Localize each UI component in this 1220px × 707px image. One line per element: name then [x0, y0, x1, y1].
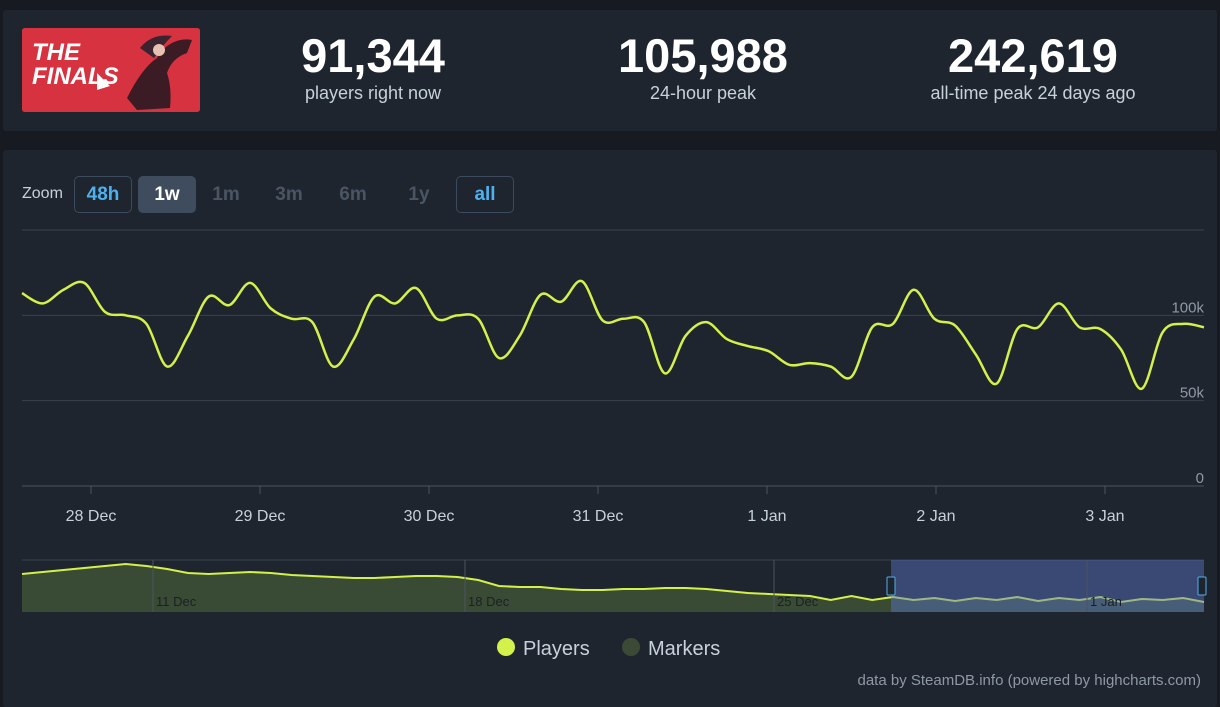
navigator-handle-left[interactable] [886, 576, 896, 596]
series-layer[interactable] [21, 279, 1205, 390]
navigator-label: 18 Dec [468, 594, 510, 609]
y-tick-label: 0 [1196, 470, 1204, 487]
stat-label: all-time peak 24 days ago [930, 83, 1136, 103]
stat-label: 24-hour peak [649, 83, 757, 103]
legend-label-markers[interactable]: Markers [648, 638, 720, 660]
zoom-button-1w[interactable]: 1w [138, 176, 196, 213]
x-tick-label: 2 Jan [916, 508, 955, 525]
x-tick-label: 30 Dec [404, 508, 455, 525]
zoom-button-1m[interactable]: 1m [212, 183, 240, 205]
stat-current-players: 91,344 players right now [228, 28, 518, 104]
x-tick-label: 31 Dec [573, 508, 624, 525]
legend[interactable]: Players Markers [497, 638, 720, 660]
logo-art: THE FINALS [22, 28, 200, 112]
navigator-line [21, 562, 1205, 604]
navigator-selection[interactable] [891, 560, 1204, 612]
zoom-button-48h[interactable]: 48h [74, 176, 132, 213]
navigator-label: 25 Dec [777, 594, 819, 609]
legend-label-players[interactable]: Players [523, 638, 590, 660]
x-tick-label: 29 Dec [235, 508, 286, 525]
legend-swatch-players[interactable] [497, 638, 515, 656]
stats-header: THE FINALS 91,344 players right now 105,… [3, 10, 1217, 131]
stat-value: 91,344 [301, 29, 445, 82]
navigator-label: 11 Dec [156, 594, 197, 609]
grid-lines [22, 229, 1204, 487]
zoom-button-6m[interactable]: 6m [339, 183, 367, 205]
x-axis-ticks: 28 Dec 29 Dec 30 Dec 31 Dec 1 Jan 2 Jan 3 Jan [66, 486, 1125, 525]
logo-text-line1: THE [32, 39, 81, 66]
zoom-label: Zoom [22, 185, 63, 202]
stat-all-time-peak: 242,619 all-time peak 24 days ago [883, 28, 1183, 104]
legend-swatch-markers[interactable] [622, 638, 640, 656]
logo-text-line2: FINALS [32, 63, 119, 90]
navigator[interactable]: 11 Dec 18 Dec 25 Dec 1 Jan [21, 559, 1207, 612]
players-series-line[interactable] [21, 279, 1205, 390]
x-tick-label: 28 Dec [66, 508, 117, 525]
chart-panel: Zoom 48h 1w 1m 3m 6m 1y all 0 50k 100k 28 Dec 29 … [3, 150, 1217, 707]
stat-value: 242,619 [948, 29, 1118, 82]
x-tick-label: 1 Jan [747, 508, 786, 525]
navigator-label: 1 Jan [1090, 594, 1122, 609]
stat-value: 105,988 [618, 29, 788, 82]
y-tick-label: 100k [1171, 299, 1204, 316]
game-logo[interactable]: THE FINALS [22, 28, 200, 112]
stat-label: players right now [304, 83, 442, 103]
zoom-button-3m[interactable]: 3m [275, 183, 303, 205]
player-chart: 0 50k 100k 28 Dec 29 Dec 30 Dec 31 Dec 1 Jan 2 … [21, 229, 1207, 660]
y-tick-label: 50k [1180, 385, 1205, 402]
stat-24h-peak: 105,988 24-hour peak [558, 28, 848, 104]
zoom-button-all[interactable]: all [456, 176, 514, 213]
x-tick-label: 3 Jan [1085, 508, 1124, 525]
credit-text[interactable]: data by SteamDB.info (powered by highcha… [857, 672, 1202, 689]
zoom-button-1y[interactable]: 1y [408, 183, 430, 205]
navigator-handle-right[interactable] [1197, 576, 1207, 596]
y-axis-ticks: 0 50k 100k [1171, 299, 1204, 487]
